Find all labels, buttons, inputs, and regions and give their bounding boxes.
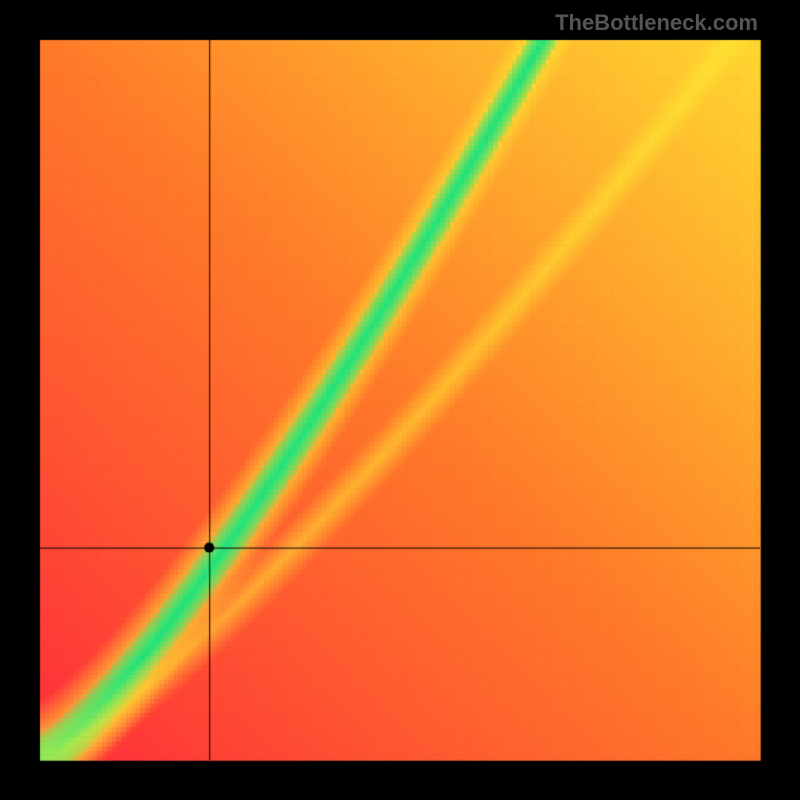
chart-container: TheBottleneck.com [0,0,800,800]
bottleneck-heatmap [0,0,800,800]
watermark-text: TheBottleneck.com [555,10,758,36]
